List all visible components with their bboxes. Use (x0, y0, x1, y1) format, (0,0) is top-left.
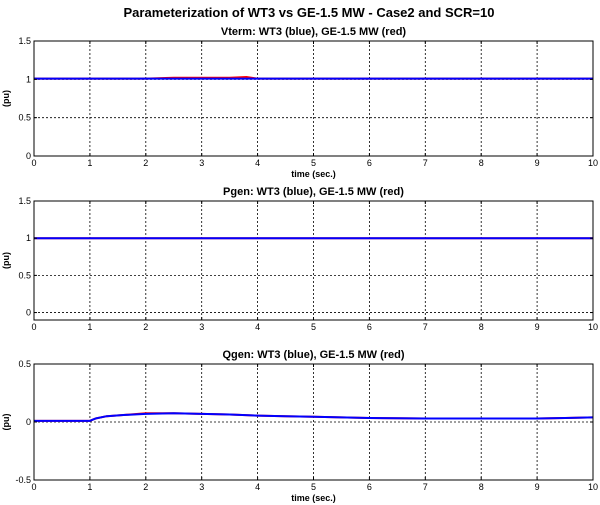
x-tick-label: 8 (479, 482, 484, 492)
x-tick-label: 8 (479, 322, 484, 332)
y-axis-label: (pu) (1, 414, 11, 431)
x-tick-label: 4 (255, 322, 260, 332)
x-tick-label: 8 (479, 158, 484, 168)
y-axis-label: (pu) (1, 90, 11, 107)
x-axis-label: time (sec.) (291, 169, 336, 179)
y-tick-label: -0.5 (15, 475, 31, 485)
figure-title: Parameterization of WT3 vs GE-1.5 MW - C… (124, 5, 495, 20)
x-tick-label: 3 (199, 158, 204, 168)
y-tick-label: 0.5 (18, 270, 31, 280)
series-line-2 (34, 412, 594, 422)
x-tick-label: 9 (535, 482, 540, 492)
x-tick-label: 7 (423, 482, 428, 492)
y-tick-label: 0.5 (18, 359, 31, 369)
y-tick-label: 1 (26, 233, 31, 243)
y-tick-label: 1.5 (18, 196, 31, 206)
subplot-title: Pgen: WT3 (blue), GE-1.5 MW (red) (223, 186, 404, 198)
x-tick-label: 6 (367, 158, 372, 168)
x-tick-label: 9 (535, 322, 540, 332)
x-tick-label: 1 (87, 482, 92, 492)
x-tick-label: 1 (87, 322, 92, 332)
x-tick-label: 1 (87, 158, 92, 168)
y-tick-label: 0 (26, 151, 31, 161)
x-tick-label: 5 (311, 322, 316, 332)
y-tick-label: 1.5 (18, 36, 31, 46)
y-axis-label: (pu) (1, 252, 11, 269)
subplot-title: Qgen: WT3 (blue), GE-1.5 MW (red) (222, 349, 404, 361)
x-tick-label: 2 (143, 322, 148, 332)
x-tick-label: 3 (199, 482, 204, 492)
x-tick-label: 10 (588, 322, 598, 332)
x-tick-label: 6 (367, 482, 372, 492)
x-tick-label: 7 (423, 158, 428, 168)
x-tick-label: 2 (143, 158, 148, 168)
x-tick-label: 9 (535, 158, 540, 168)
subplot-2: 0 1 2 3 4 5 6 7 8 9 10 0 0.5 1 1.5 Pgen: WT3 (blue), GE… (1, 186, 598, 332)
x-tick-label: 0 (31, 482, 36, 492)
x-tick-label: 7 (423, 322, 428, 332)
y-tick-label: 1 (26, 74, 31, 84)
x-tick-label: 0 (31, 158, 36, 168)
y-tick-label: 0 (26, 308, 31, 318)
x-tick-label: 5 (311, 482, 316, 492)
subplot-1: 0 1 2 3 4 5 6 7 8 9 10 0 0.5 1 1.5 Vterm: WT3 (blue), G… (1, 26, 598, 179)
y-tick-label: 0 (26, 417, 31, 427)
x-tick-label: 2 (143, 482, 148, 492)
x-tick-label: 4 (255, 158, 260, 168)
x-tick-label: 0 (31, 322, 36, 332)
x-tick-label: 5 (311, 158, 316, 168)
x-tick-label: 4 (255, 482, 260, 492)
x-tick-label: 6 (367, 322, 372, 332)
y-tick-label: 0.5 (18, 113, 31, 123)
x-tick-label: 10 (588, 158, 598, 168)
x-axis-label: time (sec.) (291, 493, 336, 503)
x-tick-label: 3 (199, 322, 204, 332)
subplot-title: Vterm: WT3 (blue), GE-1.5 MW (red) (221, 26, 407, 38)
x-tick-label: 10 (588, 482, 598, 492)
